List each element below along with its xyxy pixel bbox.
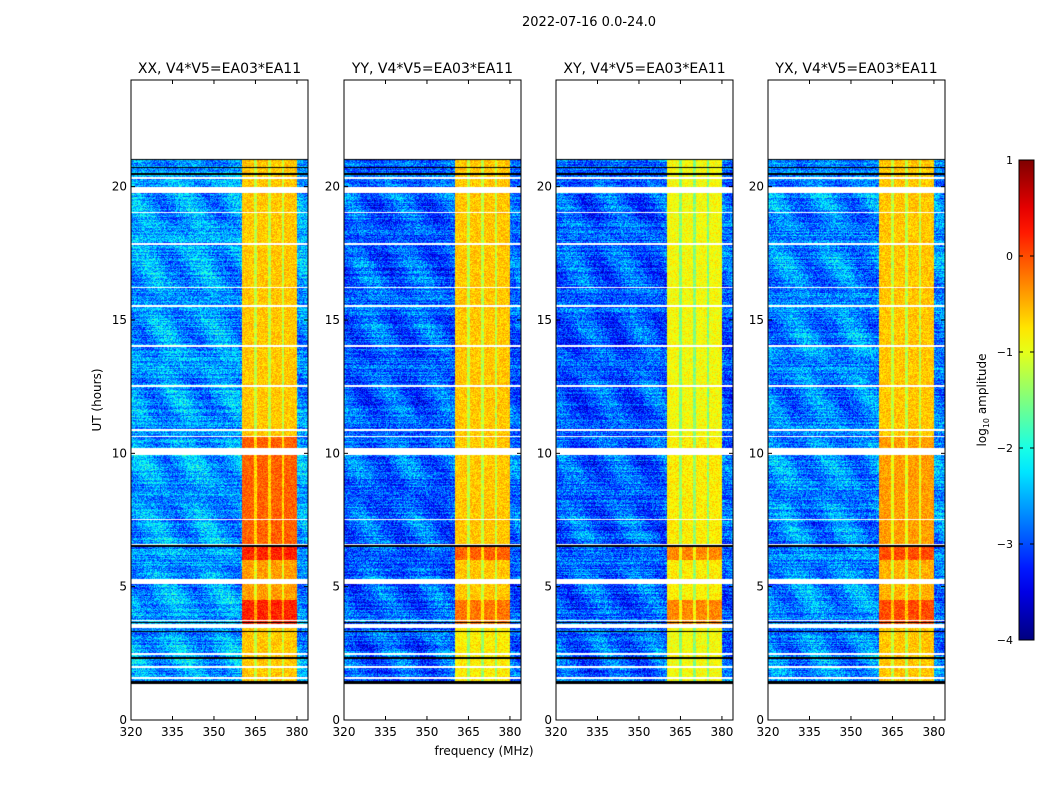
y-tick-label: 5 [756, 580, 764, 594]
x-tick-label: 335 [374, 725, 397, 739]
y-tick-label: 10 [325, 446, 340, 460]
x-tick-label: 320 [120, 725, 143, 739]
axes-frame [767, 79, 946, 721]
heatmap-yx [768, 80, 945, 720]
y-tick-label: 15 [537, 313, 552, 327]
colorbar-tick-label: −1 [997, 346, 1013, 359]
x-tick-label: 365 [457, 725, 480, 739]
colorbar [1018, 159, 1035, 641]
x-tick-label: 320 [545, 725, 568, 739]
panel-title: XY, V4*V5=EA03*EA11 [563, 61, 725, 77]
y-tick-label: 5 [119, 580, 127, 594]
x-tick-label: 350 [840, 725, 863, 739]
y-tick-label: 10 [112, 446, 127, 460]
colorbar-tick-label: 0 [1006, 250, 1013, 263]
y-tick-label: 5 [544, 580, 552, 594]
x-tick-label: 365 [881, 725, 904, 739]
panel-3: XY, V4*V5=EA03*EA11 320 335 350 365 380 0 5 10 15… [537, 61, 734, 739]
x-tick-label: 350 [628, 725, 651, 739]
y-tick-label: 15 [112, 313, 127, 327]
x-tick-label: 320 [757, 725, 780, 739]
axes-frame [343, 79, 522, 721]
y-tick-label: 0 [544, 713, 552, 727]
x-tick-label: 380 [922, 725, 945, 739]
x-tick-label: 380 [285, 725, 308, 739]
y-tick-label: 0 [119, 713, 127, 727]
x-tick-label: 350 [416, 725, 439, 739]
x-tick-label: 320 [333, 725, 356, 739]
y-tick-label: 10 [537, 446, 552, 460]
y-axis-label: UT (hours) [90, 368, 104, 431]
heatmap-yy [344, 80, 521, 720]
panel-4: YX, V4*V5=EA03*EA11 320 335 350 365 380 0 5 10 15… [749, 61, 946, 739]
x-tick-label: 380 [498, 725, 521, 739]
y-tick-label: 20 [749, 180, 764, 194]
y-tick-label: 0 [756, 713, 764, 727]
x-tick-label: 350 [203, 725, 226, 739]
y-tick-label: 5 [332, 580, 340, 594]
heatmap-xx [131, 80, 308, 720]
x-tick-label: 365 [669, 725, 692, 739]
colorbar-tick-label: 1 [1006, 154, 1013, 167]
heatmap-xy [556, 80, 733, 720]
panel-1: XX, V4*V5=EA03*EA11 320 335 350 365 380 0 5 10 15… [112, 61, 309, 739]
y-tick-label: 20 [112, 180, 127, 194]
x-tick-label: 335 [161, 725, 184, 739]
colorbar-tick-label: −3 [997, 538, 1013, 551]
x-tick-label: 335 [586, 725, 609, 739]
panel-title: YY, V4*V5=EA03*EA11 [351, 61, 513, 77]
y-tick-label: 15 [749, 313, 764, 327]
y-tick-label: 10 [749, 446, 764, 460]
x-axis-label: frequency (MHz) [434, 744, 533, 758]
panel-2: YY, V4*V5=EA03*EA11 320 335 350 365 380 0 5 10 15… [325, 61, 522, 739]
axes-frame [130, 79, 309, 721]
y-tick-label: 20 [537, 180, 552, 194]
suptitle: 2022-07-16 0.0-24.0 [522, 15, 656, 30]
colorbar-label: log10 amplitude [975, 354, 991, 447]
x-tick-label: 335 [798, 725, 821, 739]
colorbar-tick-label: −4 [997, 634, 1013, 647]
panel-title: XX, V4*V5=EA03*EA11 [138, 61, 301, 77]
x-tick-label: 365 [244, 725, 267, 739]
y-tick-label: 20 [325, 180, 340, 194]
colorbar-tick-label: −2 [997, 442, 1013, 455]
y-tick-label: 15 [325, 313, 340, 327]
y-tick-label: 0 [332, 713, 340, 727]
axes-frame [555, 79, 734, 721]
panel-title: YX, V4*V5=EA03*EA11 [774, 61, 937, 77]
x-tick-label: 380 [710, 725, 733, 739]
